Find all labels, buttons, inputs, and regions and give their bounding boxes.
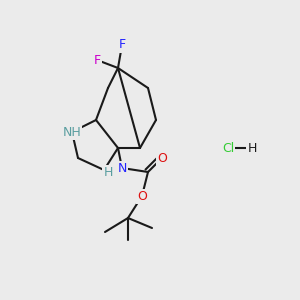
Text: O: O — [137, 190, 147, 202]
Text: H: H — [247, 142, 257, 154]
Text: N: N — [117, 161, 127, 175]
Text: Cl: Cl — [222, 142, 234, 154]
Text: F: F — [93, 53, 100, 67]
Text: NH: NH — [63, 125, 81, 139]
Text: O: O — [157, 152, 167, 164]
Text: H: H — [103, 166, 113, 178]
Text: F: F — [118, 38, 126, 52]
